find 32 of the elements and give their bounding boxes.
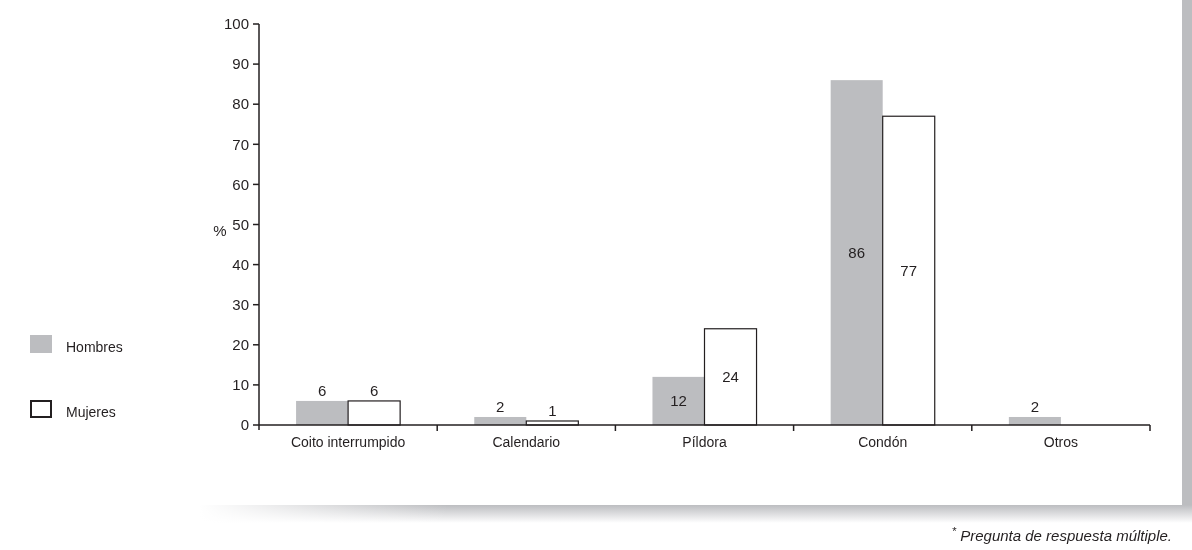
x-tick-label: Píldora	[682, 434, 727, 450]
x-tick-label: Condón	[858, 434, 908, 450]
x-tick-label: Coito interrumpido	[290, 434, 406, 450]
y-tick-label: 100	[223, 15, 249, 33]
data-label: 12	[670, 391, 687, 409]
y-axis-title: %	[213, 222, 227, 239]
data-label: 6	[317, 381, 327, 399]
x-tick-label: Calendario	[492, 434, 561, 450]
bar	[652, 376, 705, 425]
legend-label: Hombres	[66, 339, 123, 356]
y-tick-label: 90	[232, 55, 249, 73]
y-tick-label: 40	[232, 255, 249, 273]
legend-label: Mujeres	[66, 404, 116, 421]
data-label: 2	[496, 397, 505, 415]
y-tick-label: 50	[232, 215, 249, 233]
y-tick-label: 60	[232, 175, 249, 193]
data-label: 24	[722, 367, 739, 385]
data-label: 2	[1030, 397, 1040, 415]
y-tick-label: 20	[232, 336, 249, 354]
data-label: 1	[548, 401, 557, 419]
text: $^{*}$ Pregunta de respuesta múltiple.	[951, 525, 1172, 544]
y-tick-label: 0	[240, 416, 249, 434]
data-label: 86	[848, 243, 866, 261]
data-label: 6	[369, 381, 379, 399]
x-tick-label: Otros	[1043, 434, 1079, 450]
bar	[830, 80, 883, 425]
y-tick-label: 10	[232, 376, 249, 394]
data-label: 77	[900, 261, 918, 279]
y-tick-label: 30	[232, 295, 249, 313]
bar	[296, 400, 349, 425]
y-tick-label: 70	[232, 135, 249, 153]
y-tick-label: 80	[232, 95, 249, 113]
